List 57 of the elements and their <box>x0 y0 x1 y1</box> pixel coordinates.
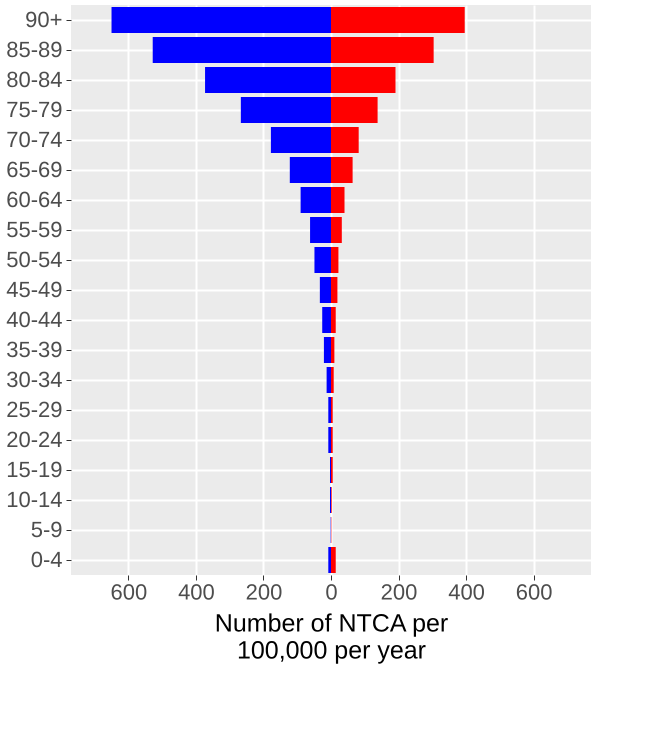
y-tick-label: 75-79 <box>6 97 62 122</box>
bar <box>331 547 336 573</box>
bar <box>320 277 331 303</box>
bar <box>331 127 359 153</box>
bar <box>310 217 331 243</box>
y-tick-label: 55-59 <box>6 217 62 242</box>
y-tick-label: 0-4 <box>30 547 62 572</box>
y-tick-label: 80-84 <box>6 67 62 92</box>
x-tick-label: 200 <box>380 580 418 604</box>
bar <box>331 337 334 363</box>
bar <box>331 157 353 183</box>
y-tick-label: 25-29 <box>6 397 62 422</box>
y-tick-label: 70-74 <box>6 127 62 152</box>
x-tick-label: 400 <box>178 580 215 604</box>
y-tick-label: 10-14 <box>6 487 62 512</box>
bar <box>300 187 331 213</box>
bar <box>331 7 465 33</box>
bar <box>152 37 331 63</box>
bar <box>331 37 434 63</box>
y-tick-label: 35-39 <box>6 337 62 362</box>
y-tick-label: 40-44 <box>6 307 62 332</box>
x-tick-label: 600 <box>110 580 148 604</box>
bar <box>322 307 331 333</box>
y-tick-label: 65-69 <box>6 157 62 182</box>
bar <box>328 547 331 573</box>
y-tick-label: 5-9 <box>30 517 62 542</box>
bar <box>331 187 345 213</box>
bar <box>331 307 336 333</box>
bar <box>328 397 331 423</box>
y-tick-label: 15-19 <box>6 457 62 482</box>
bar <box>326 367 331 393</box>
bar <box>205 67 331 93</box>
y-tick-label: 45-49 <box>6 277 62 302</box>
bar <box>270 127 331 153</box>
bar <box>328 427 331 453</box>
bar <box>331 217 342 243</box>
bar <box>290 157 331 183</box>
y-tick-label: 85-89 <box>6 37 62 62</box>
y-tick-label: 60-64 <box>6 187 62 212</box>
y-tick-label: 90+ <box>25 7 62 32</box>
x-axis-title: Number of NTCA per 100,000 per year <box>214 610 448 664</box>
bar <box>331 247 338 273</box>
bar <box>240 97 331 123</box>
y-tick-label: 30-34 <box>6 367 62 392</box>
x-tick-label: 200 <box>246 580 282 604</box>
y-tick-label: 20-24 <box>6 427 62 452</box>
y-tick-label: 50-54 <box>6 247 62 272</box>
bar <box>331 67 396 93</box>
x-tick-label: 400 <box>448 580 485 604</box>
bar <box>112 7 331 33</box>
x-tick-label: 600 <box>516 580 552 604</box>
bar <box>331 367 334 393</box>
x-tick-label: 0 <box>325 580 338 604</box>
bar <box>331 97 378 123</box>
bar <box>331 277 338 303</box>
bar <box>324 337 331 363</box>
bar <box>314 247 331 273</box>
